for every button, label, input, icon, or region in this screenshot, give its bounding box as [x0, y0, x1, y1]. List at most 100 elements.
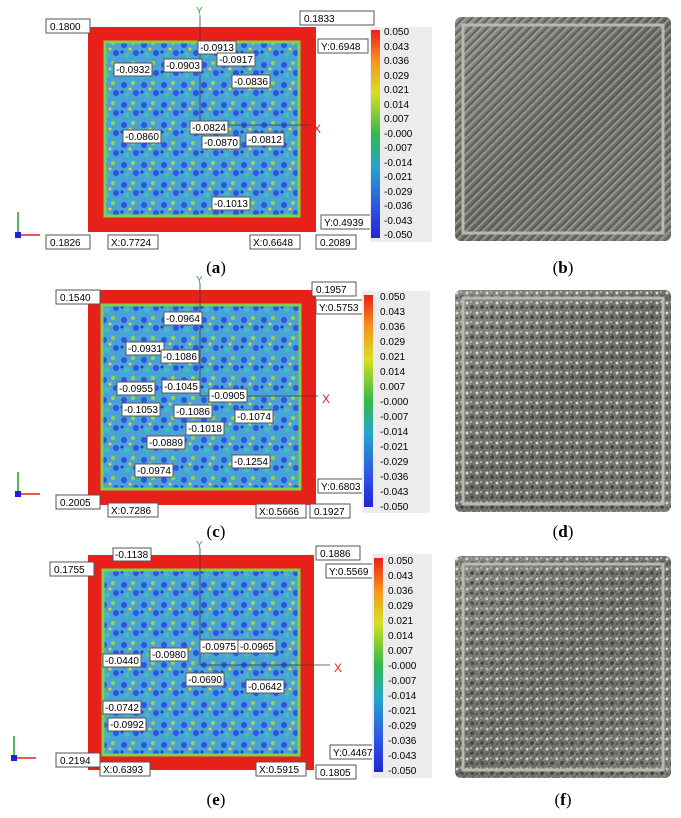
x-axis-label: X — [322, 392, 330, 406]
surface-photo-d — [455, 290, 671, 512]
axis-triad-icon — [11, 736, 36, 761]
photo-panel-b — [455, 17, 671, 241]
colorbar-tick: -0.021 — [388, 706, 417, 717]
caption-f: (f) — [554, 790, 572, 809]
point-value: -0.0931 — [128, 344, 162, 355]
point-value: -0.0690 — [188, 675, 222, 686]
point-value: -0.0964 — [166, 314, 200, 325]
coordinate-label: X:0.7286 — [111, 506, 151, 517]
point-value: -0.0870 — [204, 138, 238, 149]
colorbar-tick: 0.050 — [384, 27, 409, 38]
colorbar-tick: -0.050 — [380, 502, 409, 513]
caption-d: (d) — [552, 522, 574, 541]
colorbar-tick: 0.050 — [380, 292, 405, 303]
point-value: -0.1018 — [188, 424, 222, 435]
colorbar-tick: 0.021 — [380, 352, 405, 363]
coordinate-label: Y:0.6948 — [321, 42, 361, 53]
corner-value: 0.2194 — [60, 756, 91, 767]
corner-value: 0.1886 — [320, 549, 351, 560]
point-value: -0.1086 — [163, 352, 197, 363]
colorbar-tick: 0.036 — [384, 56, 409, 67]
colorbar-tick: -0.050 — [388, 766, 417, 777]
colorbar-tick: 0.043 — [384, 42, 409, 53]
point-value: -0.1053 — [124, 405, 158, 416]
colorbar: 0.050 0.043 0.036 0.029 0.021 0.014 0.00… — [372, 554, 432, 778]
corner-value: 0.1800 — [50, 22, 81, 33]
colorbar-tick: 0.007 — [380, 382, 405, 393]
colorbar-tick: 0.029 — [380, 337, 405, 348]
colorbar-tick: 0.021 — [384, 85, 409, 96]
corner-value: 0.1833 — [304, 14, 335, 25]
colorbar-tick: -0.043 — [388, 751, 417, 762]
colorbar-tick: -0.014 — [388, 691, 417, 702]
colorbar-tick: -0.007 — [384, 143, 413, 154]
map-panel-e: Y X 0.1755 0.1886 0.2194 0.1805 Y:0.5569… — [0, 540, 440, 790]
point-value: -0.1138 — [115, 550, 149, 561]
colorbar-tick: 0.050 — [388, 556, 413, 567]
coordinate-label: Y:0.5569 — [329, 567, 369, 578]
corner-value: 0.2089 — [320, 238, 351, 249]
point-value: -0.1074 — [237, 412, 271, 423]
point-value: -0.0860 — [125, 132, 159, 143]
deviation-map-e: Y X 0.1755 0.1886 0.2194 0.1805 Y:0.5569… — [11, 540, 432, 780]
coordinate-label: Y:0.4467 — [333, 748, 373, 759]
colorbar-tick: 0.014 — [380, 367, 405, 378]
point-value: -0.0903 — [166, 61, 200, 72]
photo-panel-f — [455, 556, 671, 778]
y-axis-label: Y — [196, 275, 203, 286]
colorbar-tick: -0.036 — [384, 201, 413, 212]
point-value: -0.0440 — [105, 656, 139, 667]
colorbar-tick: -0.007 — [380, 412, 409, 423]
caption-c: (c) — [206, 522, 226, 541]
colorbar-tick: -0.036 — [380, 472, 409, 483]
coordinate-label: X:0.7724 — [111, 238, 151, 249]
point-value: -0.1254 — [234, 457, 268, 468]
caption-e: (e) — [206, 790, 226, 809]
surface-photo-f — [455, 556, 671, 778]
photo-panel-d — [455, 290, 671, 512]
point-value: -0.1013 — [214, 199, 248, 210]
point-value: -0.0742 — [105, 703, 139, 714]
y-axis-label: Y — [196, 6, 203, 17]
coordinate-label: X:0.5666 — [259, 507, 299, 518]
point-value: -0.0905 — [211, 391, 245, 402]
colorbar-tick: 0.029 — [388, 601, 413, 612]
colorbar-tick: -0.000 — [380, 397, 409, 408]
colorbar-tick: -0.029 — [380, 457, 409, 468]
corner-value: 0.1540 — [60, 293, 91, 304]
point-value: -0.0812 — [248, 135, 282, 146]
map-panel-c: Y X 0.1540 0.1957 0.2005 0.1927 Y:0.5753… — [0, 275, 440, 525]
map-panel-a: Y X 0.1800 0.1833 0.1826 0.2089 Y:0.69 — [0, 0, 440, 250]
corner-value: 0.1826 — [50, 238, 81, 249]
colorbar-tick: 0.036 — [388, 586, 413, 597]
coordinate-label: X:0.6648 — [253, 238, 293, 249]
colorbar-tick: -0.000 — [384, 129, 413, 140]
colorbar-tick: 0.043 — [380, 307, 405, 318]
caption-b: (b) — [552, 258, 574, 277]
colorbar-tick: 0.036 — [380, 322, 405, 333]
point-value: -0.0980 — [152, 650, 186, 661]
point-value: -0.0913 — [200, 43, 234, 54]
point-value: -0.0965 — [240, 642, 274, 653]
point-value: -0.0974 — [137, 466, 171, 477]
colorbar-tick: 0.007 — [388, 646, 413, 657]
point-value: -0.0917 — [219, 55, 253, 66]
point-value: -0.0836 — [234, 77, 268, 88]
corner-value: 0.1957 — [316, 285, 347, 296]
axis-triad-icon — [15, 472, 40, 497]
colorbar-tick: -0.050 — [384, 230, 413, 241]
x-axis-label: X — [334, 661, 342, 675]
colorbar-tick: -0.036 — [388, 736, 417, 747]
point-value: -0.0642 — [248, 682, 282, 693]
point-value: -0.0889 — [149, 438, 183, 449]
point-value: -0.0955 — [119, 384, 153, 395]
colorbar-tick: -0.043 — [384, 216, 413, 227]
point-value: -0.0932 — [116, 65, 150, 76]
y-axis-label: Y — [196, 540, 203, 551]
point-value: -0.0975 — [202, 642, 236, 653]
corner-value: 0.2005 — [60, 498, 91, 509]
colorbar: 0.050 0.043 0.036 0.029 0.021 0.014 0.00… — [370, 27, 432, 242]
coordinate-label: Y:0.4939 — [324, 218, 364, 229]
coordinate-label: X:0.5915 — [259, 765, 299, 776]
